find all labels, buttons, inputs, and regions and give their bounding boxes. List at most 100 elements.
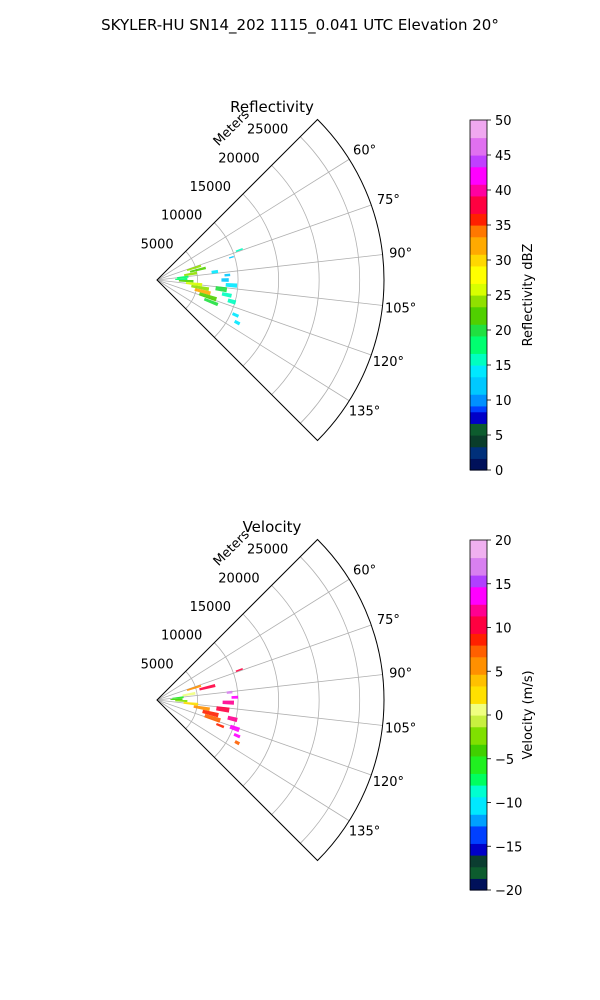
colorbar-swatch [470, 131, 487, 139]
azimuth-gridline [156, 699, 372, 776]
colorbar-swatch [470, 236, 487, 244]
colorbar-tick-label: 15 [495, 359, 512, 374]
colorbar-tick-label: −10 [495, 797, 522, 812]
range-tick-label: 20000 [218, 151, 259, 166]
echo-cell [228, 255, 234, 259]
range-ring [300, 136, 360, 424]
colorbar-swatch [470, 872, 487, 879]
colorbar-swatch [470, 615, 487, 623]
azimuth-tick-label: 60° [353, 144, 376, 159]
azimuth-tick-label: 135° [349, 824, 380, 839]
colorbar-swatch [470, 849, 487, 856]
echo-cell [178, 280, 194, 283]
echo-cell [233, 319, 241, 326]
colorbar-swatch [470, 283, 487, 290]
colorbar-swatch [470, 580, 487, 588]
colorbar-swatch [470, 674, 487, 681]
range-tick-label: 10000 [161, 629, 202, 644]
echo-cell [185, 282, 203, 287]
velocity-panel: 60° 75° 90° 105° 120° 135° 5000 10000 15000 20000… [141, 518, 536, 899]
colorbar-swatch [470, 306, 487, 314]
colorbar-swatch [470, 563, 487, 570]
azimuth-gridline [156, 699, 350, 822]
panel-title: Velocity [243, 518, 302, 536]
colorbar-swatch [470, 633, 487, 640]
range-ring [300, 556, 360, 844]
range-tick-label: 10000 [161, 209, 202, 224]
azimuth-tick-label: 105° [385, 301, 416, 316]
colorbar-swatch [470, 726, 487, 734]
echo-cell [186, 264, 202, 272]
range-ring [214, 642, 239, 758]
colorbar-swatch [470, 295, 487, 302]
colorbar-tick-label: 5 [495, 665, 503, 680]
echo-cell [224, 273, 231, 277]
colorbar-swatch [470, 814, 487, 821]
colorbar-swatch [470, 260, 487, 267]
azimuth-tick-label: 135° [349, 404, 380, 419]
colorbar-swatch [470, 207, 487, 214]
colorbar-swatch [470, 411, 487, 419]
colorbar-swatch [470, 691, 487, 699]
colorbar-swatch [470, 592, 487, 599]
colorbar-swatch [470, 382, 487, 389]
colorbar-swatch [470, 656, 487, 664]
colorbar-tick-label: −20 [495, 884, 522, 899]
colorbar-swatch [470, 540, 487, 547]
echo-cell [177, 275, 189, 279]
colorbar-swatch [470, 172, 487, 179]
range-ring [271, 585, 320, 815]
colorbar-tick-label: 50 [495, 114, 512, 129]
colorbar-swatch [470, 703, 487, 710]
azimuth-gridline [156, 279, 350, 402]
colorbar-swatch [470, 458, 487, 465]
azimuth-tick-label: 60° [353, 564, 376, 579]
echo-cell [222, 700, 235, 705]
azimuth-tick-label: 90° [389, 247, 412, 262]
colorbar-swatch [470, 569, 487, 576]
echo-cell [182, 691, 196, 697]
colorbar-swatch [470, 680, 487, 687]
colorbar-swatch [470, 405, 487, 413]
range-tick-label: 5000 [141, 657, 174, 672]
echo-cell [194, 288, 211, 296]
colorbar-swatch [470, 650, 487, 658]
azimuth-tick-label: 90° [389, 667, 412, 682]
azimuth-tick-label: 75° [377, 193, 400, 208]
echo-cell [235, 668, 243, 672]
range-ring [271, 165, 320, 395]
colorbar-swatch [470, 720, 487, 728]
colorbar-tick-label: 35 [495, 219, 512, 234]
colorbar-swatch [470, 312, 487, 319]
panel-title: Reflectivity [230, 98, 314, 116]
echo-cell [175, 700, 188, 703]
colorbar-swatch [470, 860, 487, 868]
colorbar-swatch [470, 452, 487, 459]
colorbar-label: Reflectivity dBZ [521, 244, 536, 347]
colorbar-tick-label: −15 [495, 840, 522, 855]
echo-cell [175, 277, 188, 280]
colorbar-swatch [470, 359, 487, 366]
echo-cell [226, 690, 233, 694]
colorbar-swatch [470, 201, 487, 209]
colorbar-tick-label: 15 [495, 578, 512, 593]
echo-cell [233, 732, 241, 739]
colorbar-swatch [470, 621, 487, 629]
colorbar-swatch [470, 195, 487, 203]
colorbar-swatch [470, 668, 487, 675]
echo-cell [170, 698, 183, 700]
colorbar-swatch [470, 767, 487, 774]
colorbar-tick-label: 0 [495, 709, 503, 724]
azimuth-tick-label: 105° [385, 721, 416, 736]
colorbar-swatch [470, 551, 487, 559]
colorbar-swatch [470, 586, 487, 594]
colorbar-swatch [470, 125, 487, 133]
colorbar-swatch [470, 143, 487, 150]
range-ring [214, 222, 239, 338]
colorbar-swatch [470, 802, 487, 809]
colorbar-swatch [470, 866, 487, 874]
colorbar-swatch [470, 440, 487, 448]
colorbar-swatch [470, 248, 487, 255]
colorbar-swatch [470, 825, 487, 833]
colorbar-swatch [470, 400, 487, 407]
